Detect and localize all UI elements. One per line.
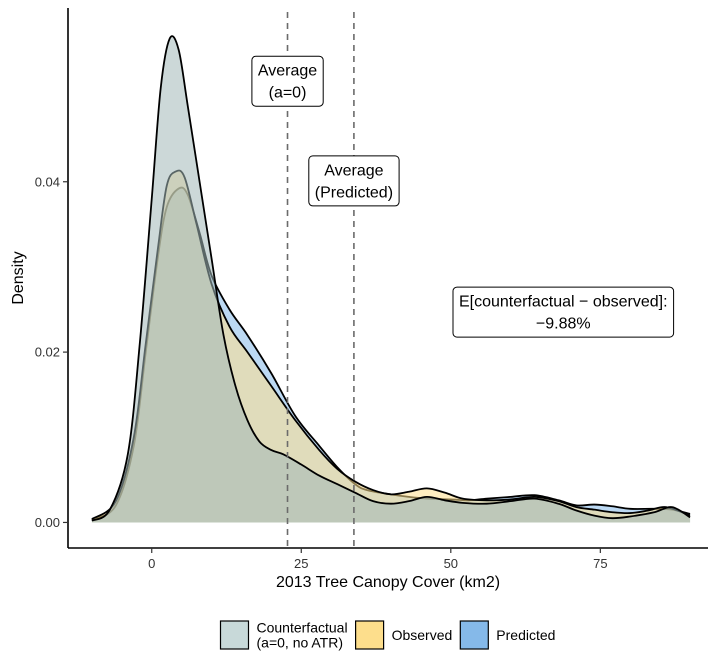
x-tick-label-0: 0 xyxy=(148,556,155,571)
average-a0-label-box xyxy=(251,55,324,107)
legend-item-observed: Observed xyxy=(355,620,453,650)
average-predicted-label: Average (Predicted) xyxy=(308,155,400,207)
ticks: 0 25 50 75 0.00 0.02 0.04 xyxy=(35,174,608,571)
average-predicted-label-line-2: (Predicted) xyxy=(315,184,393,201)
legend: Counterfactual(a=0, no ATR) Observed Predi… xyxy=(219,620,555,651)
average-a0-label-line-1: Average xyxy=(258,63,317,80)
x-axis-title: 2013 Tree Canopy Cover (km2) xyxy=(276,574,500,591)
effect-label-box xyxy=(452,286,675,338)
legend-label-counterfactual-line-1: Counterfactual xyxy=(257,620,348,636)
average-predicted-label-box xyxy=(308,155,400,207)
x-tick-label-25: 25 xyxy=(294,556,308,571)
x-tick-label-50: 50 xyxy=(444,556,458,571)
x-tick-label-75: 75 xyxy=(593,556,607,571)
y-axis-title: Density xyxy=(10,251,27,304)
effect-label-line-1: E[counterfactual − observed]: xyxy=(459,294,668,311)
legend-swatch-observed xyxy=(355,620,385,650)
average-a0-label: Average (a=0) xyxy=(251,55,324,107)
legend-item-predicted: Predicted xyxy=(459,620,555,650)
average-predicted-label-line-1: Average xyxy=(324,162,383,179)
legend-label-counterfactual-line-2: (a=0, no ATR) xyxy=(257,635,344,651)
counterfactual-density-curve xyxy=(91,35,691,522)
average-a0-label-line-2: (a=0) xyxy=(269,85,307,102)
legend-item-counterfactual: Counterfactual(a=0, no ATR) xyxy=(219,620,348,651)
annotations: Average (a=0) Average (Predicted) E[counterf… xyxy=(251,55,675,338)
legend-swatch-predicted xyxy=(459,620,489,650)
counterfactual-density-area xyxy=(91,36,691,523)
axes xyxy=(67,8,708,549)
legend-label-predicted: Predicted xyxy=(496,627,555,643)
effect-label: E[counterfactual − observed]: −9.88% xyxy=(452,286,675,338)
y-tick-label-0.00: 0.00 xyxy=(35,515,60,530)
series-layer xyxy=(91,35,691,523)
legend-label-observed: Observed xyxy=(392,627,453,643)
y-tick-label-0.02: 0.02 xyxy=(35,345,60,360)
effect-label-line-2: −9.88% xyxy=(536,316,591,333)
y-tick-label-0.04: 0.04 xyxy=(35,174,60,189)
legend-swatch-counterfactual xyxy=(219,620,250,650)
